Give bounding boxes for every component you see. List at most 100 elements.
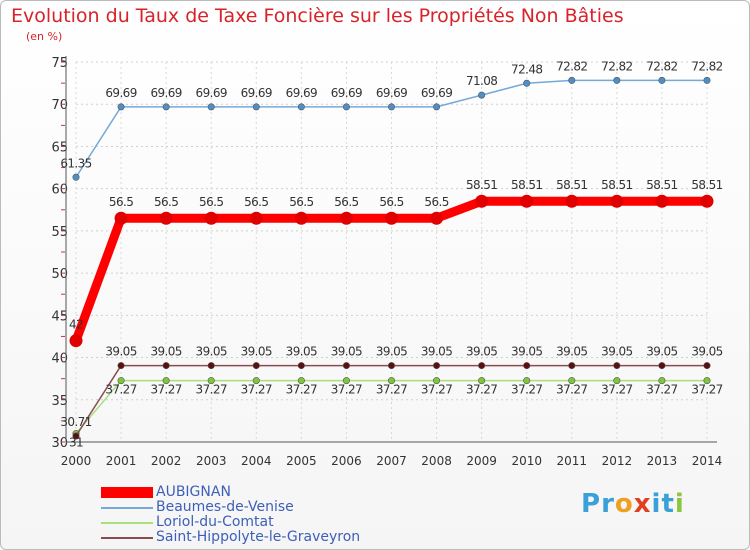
data-point (252, 377, 260, 385)
data-point (613, 377, 621, 385)
data-label: 56.5 (109, 195, 133, 209)
data-label: 37.27 (331, 383, 362, 397)
brand-letter: t (661, 489, 675, 519)
x-tick-label: 2006 (331, 454, 362, 468)
legend-label-loriol: Loriol-du-Comtat (156, 514, 274, 530)
data-point (430, 211, 444, 225)
brand-letter: x (633, 489, 652, 519)
data-label: 69.69 (241, 86, 272, 100)
data-label: 39.05 (150, 345, 181, 359)
data-label: 72.82 (691, 59, 722, 73)
x-tick-label: 2003 (196, 454, 227, 468)
x-tick-label: 2005 (286, 454, 317, 468)
y-tick-label: 75 (51, 56, 68, 71)
data-point (433, 377, 441, 385)
x-tick-label: 2001 (106, 454, 137, 468)
x-tick-label: 2000 (61, 454, 92, 468)
data-label: 37.27 (150, 383, 181, 397)
legend-swatch-aubignan (101, 487, 153, 498)
x-tick-label: 2012 (602, 454, 633, 468)
data-point (523, 377, 531, 385)
legend-label-saint-hippolyte: Saint-Hippolyte-le-Graveyron (156, 529, 361, 545)
y-tick-label: 50 (51, 267, 68, 282)
data-point (523, 79, 531, 87)
data-point (387, 377, 395, 385)
x-tick-label: 2007 (376, 454, 407, 468)
data-point (114, 211, 128, 225)
data-label: 31 (69, 436, 83, 450)
data-label: 58.51 (511, 178, 542, 192)
data-label: 58.51 (646, 178, 677, 192)
data-label: 37.27 (196, 383, 227, 397)
data-label: 37.27 (646, 383, 677, 397)
data-point (207, 362, 215, 370)
y-tick-label: 65 (51, 140, 68, 155)
data-point (117, 362, 125, 370)
data-point (297, 103, 305, 111)
data-point (252, 103, 260, 111)
data-point (252, 362, 260, 370)
data-label: 37.27 (556, 383, 587, 397)
data-label: 39.05 (105, 345, 136, 359)
data-point (207, 377, 215, 385)
chart-subtitle: (en %) (26, 30, 63, 43)
x-tick-label: 2002 (151, 454, 182, 468)
data-point (610, 194, 624, 208)
chart-title: Evolution du Taux de Taxe Foncière sur l… (11, 5, 624, 27)
y-tick-label: 35 (51, 394, 68, 409)
data-label: 42 (69, 318, 83, 332)
data-label: 37.27 (421, 383, 452, 397)
data-label: 56.5 (289, 195, 313, 209)
data-point (207, 103, 215, 111)
data-point (69, 334, 83, 348)
legend-label-aubignan: AUBIGNAN (156, 484, 231, 500)
legend-label-beaumes: Beaumes-de-Venise (156, 499, 294, 515)
data-label: 58.51 (691, 178, 722, 192)
data-point (703, 377, 711, 385)
data-label: 39.05 (376, 345, 407, 359)
data-label: 37.27 (691, 383, 722, 397)
data-label: 56.5 (154, 195, 178, 209)
x-tick-label: 2008 (421, 454, 452, 468)
data-point (387, 362, 395, 370)
data-point (342, 377, 350, 385)
data-point (204, 211, 218, 225)
legend-swatch-saint-hippolyte (101, 537, 153, 539)
data-point (117, 103, 125, 111)
data-point (475, 194, 489, 208)
data-label: 39.05 (286, 345, 317, 359)
data-label: 69.69 (331, 86, 362, 100)
data-point (162, 377, 170, 385)
data-label: 39.05 (331, 345, 362, 359)
data-point (294, 211, 308, 225)
data-label: 69.69 (376, 86, 407, 100)
data-point (162, 103, 170, 111)
data-label: 37.27 (466, 383, 497, 397)
data-point (613, 76, 621, 84)
data-point (658, 377, 666, 385)
data-point (700, 194, 714, 208)
brand-letter: i (651, 489, 662, 519)
data-label: 69.69 (150, 86, 181, 100)
y-tick-label: 55 (51, 225, 68, 240)
data-point (433, 103, 441, 111)
data-label: 37.27 (376, 383, 407, 397)
x-tick-label: 2009 (466, 454, 497, 468)
data-label: 72.48 (511, 62, 542, 76)
data-point (565, 194, 579, 208)
x-tick-label: 2013 (647, 454, 678, 468)
series-line-saint-hippolyte-le-graveyron (75, 364, 708, 437)
data-point (72, 173, 80, 181)
brand-letter: r (601, 489, 615, 519)
data-label: 39.05 (421, 345, 452, 359)
brand-letter: P (581, 489, 602, 519)
data-label: 61.35 (60, 156, 91, 170)
data-label: 39.05 (646, 345, 677, 359)
legend-swatch-beaumes (101, 507, 153, 509)
data-point (613, 362, 621, 370)
data-label: 56.5 (379, 195, 403, 209)
data-label: 58.51 (556, 178, 587, 192)
data-point (433, 362, 441, 370)
